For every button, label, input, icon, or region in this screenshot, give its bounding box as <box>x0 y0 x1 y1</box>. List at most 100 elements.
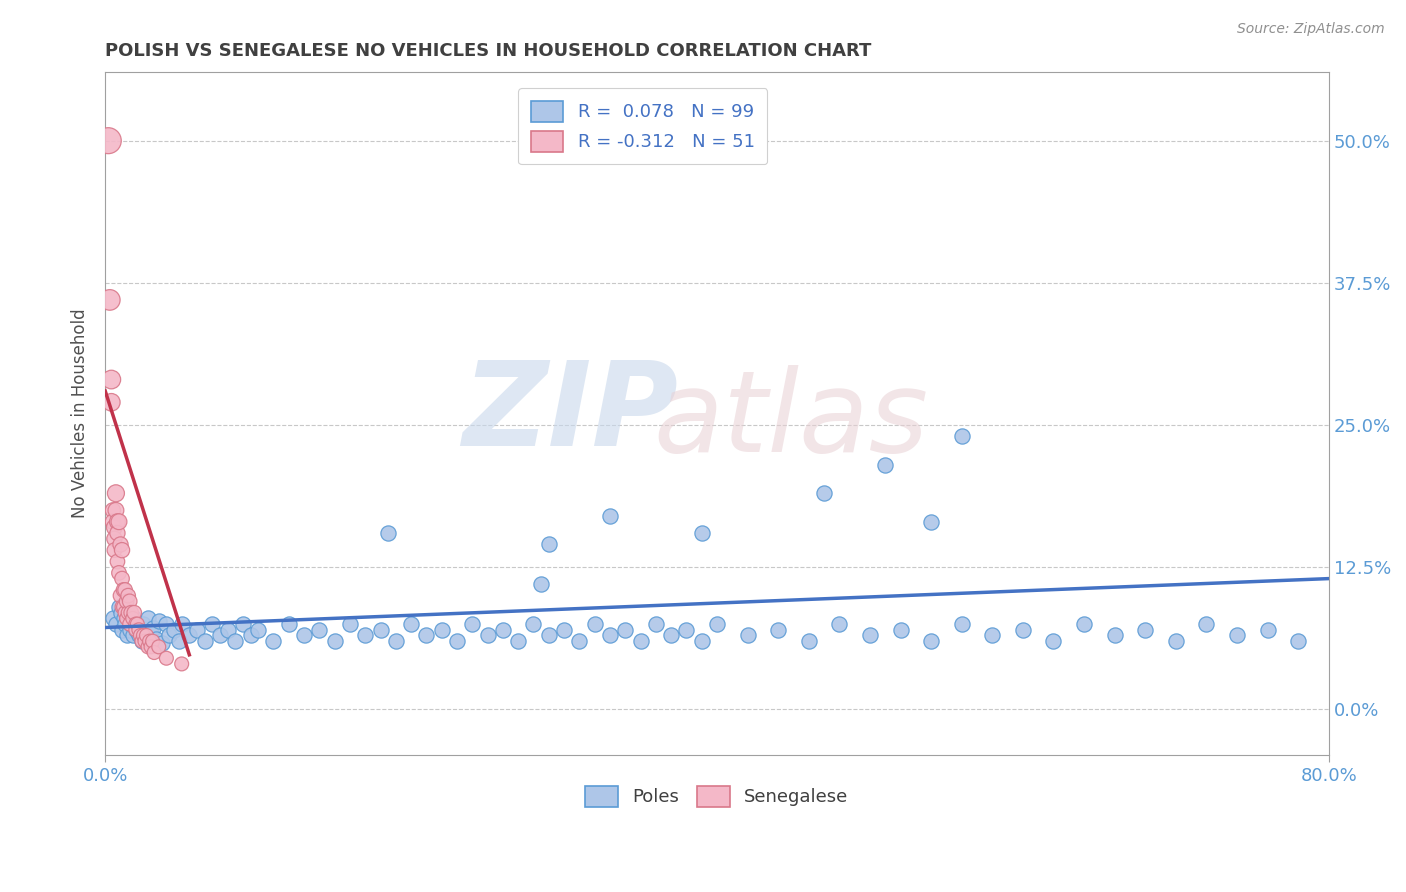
Point <box>138 634 160 648</box>
Point <box>131 634 153 648</box>
Point <box>115 611 138 625</box>
Point <box>104 617 127 632</box>
Point <box>170 617 193 632</box>
Point <box>118 623 141 637</box>
Point <box>136 640 159 654</box>
Point <box>121 628 143 642</box>
Legend: Poles, Senegalese: Poles, Senegalese <box>578 779 856 814</box>
Point <box>148 640 170 654</box>
Point <box>950 617 973 632</box>
Point <box>859 628 882 642</box>
Point <box>135 628 157 642</box>
Point <box>112 600 135 615</box>
Point <box>112 582 135 597</box>
Point <box>530 577 553 591</box>
Point <box>122 611 145 625</box>
Point <box>115 628 138 642</box>
Point <box>262 634 284 648</box>
Point <box>110 606 132 620</box>
Point <box>98 293 121 307</box>
Point <box>155 617 177 632</box>
Point <box>134 634 156 648</box>
Point <box>117 606 139 620</box>
Point <box>128 628 150 642</box>
Point <box>690 634 713 648</box>
Point <box>111 572 134 586</box>
Point <box>354 628 377 642</box>
Point <box>100 372 122 386</box>
Point <box>110 537 132 551</box>
Y-axis label: No Vehicles in Household: No Vehicles in Household <box>72 309 89 518</box>
Point <box>155 651 177 665</box>
Point <box>644 617 666 632</box>
Point <box>508 634 530 648</box>
Text: ZIP: ZIP <box>463 356 678 471</box>
Point <box>167 634 190 648</box>
Point <box>118 617 141 632</box>
Point <box>127 617 149 632</box>
Point <box>477 628 499 642</box>
Point <box>614 623 637 637</box>
Point <box>103 532 125 546</box>
Point <box>194 634 217 648</box>
Point <box>170 657 193 671</box>
Point <box>277 617 299 632</box>
Point <box>107 515 129 529</box>
Point <box>583 617 606 632</box>
Point <box>179 628 201 642</box>
Point <box>101 503 124 517</box>
Point <box>828 617 851 632</box>
Point <box>103 520 125 534</box>
Point <box>1073 617 1095 632</box>
Point <box>122 606 145 620</box>
Point <box>1286 634 1309 648</box>
Point <box>125 623 148 637</box>
Point <box>108 515 131 529</box>
Point <box>121 611 143 625</box>
Point <box>118 594 141 608</box>
Point <box>117 589 139 603</box>
Point <box>148 614 170 628</box>
Point <box>537 628 560 642</box>
Point <box>706 617 728 632</box>
Point <box>101 515 124 529</box>
Point <box>201 617 224 632</box>
Point <box>132 628 155 642</box>
Point <box>239 628 262 642</box>
Point <box>136 611 159 625</box>
Point <box>323 634 346 648</box>
Point <box>889 623 911 637</box>
Point <box>145 632 167 646</box>
Point <box>132 617 155 632</box>
Point <box>446 634 468 648</box>
Point <box>370 623 392 637</box>
Point <box>797 634 820 648</box>
Point <box>150 636 173 650</box>
Point <box>131 634 153 648</box>
Point <box>339 617 361 632</box>
Point <box>114 617 136 632</box>
Point <box>139 625 162 640</box>
Point <box>630 634 652 648</box>
Point <box>224 634 246 648</box>
Point <box>125 617 148 632</box>
Point <box>920 634 942 648</box>
Point <box>114 606 136 620</box>
Text: atlas: atlas <box>652 365 928 476</box>
Point <box>1012 623 1035 637</box>
Point <box>120 617 142 632</box>
Point <box>110 589 132 603</box>
Point <box>111 600 134 615</box>
Point <box>813 486 835 500</box>
Point <box>134 628 156 642</box>
Point <box>108 600 131 615</box>
Point <box>675 623 697 637</box>
Point <box>101 611 124 625</box>
Point <box>111 543 134 558</box>
Point <box>115 594 138 608</box>
Point <box>659 628 682 642</box>
Point <box>117 606 139 620</box>
Point <box>981 628 1004 642</box>
Point <box>430 623 453 637</box>
Point <box>139 640 162 654</box>
